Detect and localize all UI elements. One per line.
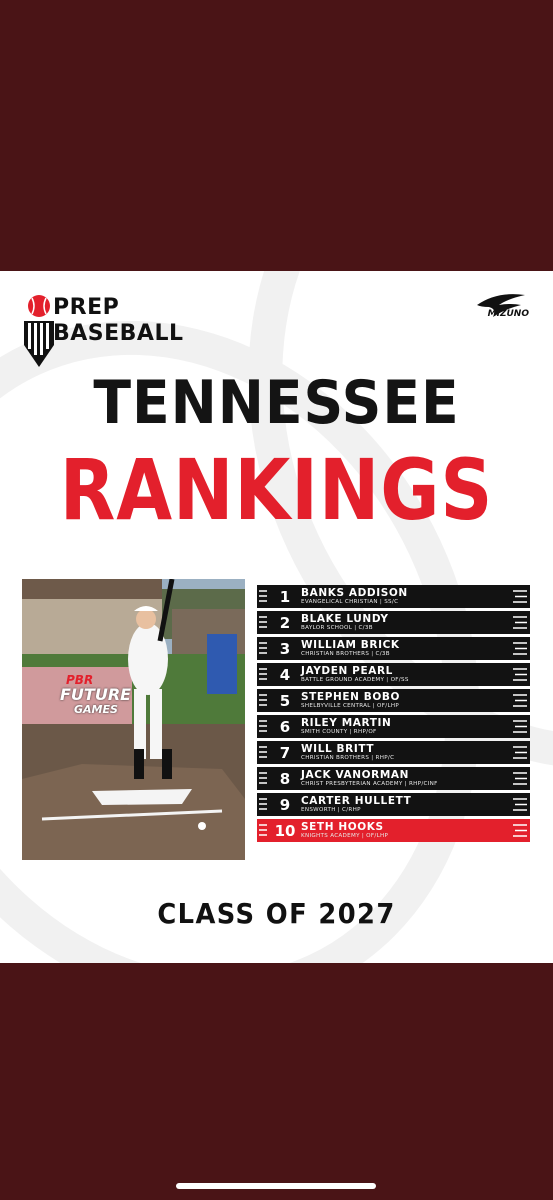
rank-number: 9 [279,795,291,814]
rank-number: 1 [279,587,291,606]
banner-line-2: GAMES [74,703,118,716]
stripe-decoration-icon [513,746,527,759]
player-name: JAYDEN PEARL [301,664,393,677]
stripe-decoration-icon [513,694,527,707]
rankings-list: 1 BANKS ADDISON EVANGELICAL CHRISTIAN | SS… [257,585,530,845]
home-indicator[interactable] [176,1183,376,1189]
player-school: KNIGHTS ACADEMY | OF/LHP [301,832,389,839]
player-name: WILLIAM BRICK [301,638,400,651]
ranking-row: 5 STEPHEN BOBO SHELBYVILLE CENTRAL | OF/LH… [257,689,530,712]
player-info: RILEY MARTIN SMITH COUNTY | RHP/OF [301,716,530,736]
stripe-decoration-icon [513,824,527,837]
player-name: STEPHEN BOBO [301,690,401,703]
player-school: ENSWORTH | C/RHP [301,806,361,813]
player-photo-illustration [22,579,245,860]
stripe-decoration-icon [259,590,267,602]
rank-number: 7 [279,743,291,762]
ranking-row: 1 BANKS ADDISON EVANGELICAL CHRISTIAN | SS… [257,585,530,608]
brand-wordmark: PREP BASEBALL [53,295,184,347]
banner-line: FUTURE [60,685,132,704]
stripe-decoration-icon [259,694,267,706]
mizuno-runbird-icon [477,294,525,317]
ranking-row: 9 CARTER HULLETT ENSWORTH | C/RHP [257,793,530,816]
class-label: CLASS OF 2027 [157,897,396,930]
prep-baseball-logo-icon [24,295,54,367]
player-name: SETH HOOKS [301,820,384,833]
ranking-row: 6 RILEY MARTIN SMITH COUNTY | RHP/OF [257,715,530,738]
player-school: CHRISTIAN BROTHERS | C/3B [301,650,390,657]
rank-number: 4 [279,665,291,684]
player-info: JACK VANORMAN CHRIST PRESBYTERIAN ACADEMY… [301,768,530,788]
stripe-decoration-icon [259,772,267,784]
player-school: SMITH COUNTY | RHP/OF [301,728,377,735]
brand-line-2: BASEBALL [53,321,184,346]
ranking-row: 3 WILLIAM BRICK CHRISTIAN BROTHERS | C/3B [257,637,530,660]
stripe-decoration-icon [259,824,267,836]
stripe-decoration-icon [259,668,267,680]
ranking-row: 8 JACK VANORMAN CHRIST PRESBYTERIAN ACADEM… [257,767,530,790]
rankings-graphic: PREP BASEBALL MIZUNO TENNESSEE RANKINGS [0,271,553,963]
player-school: BATTLE GROUND ACADEMY | OF/SS [301,676,409,683]
ranking-row: 7 WILL BRITT CHRISTIAN BROTHERS | RHP/C [257,741,530,764]
rank-number: 5 [279,691,291,710]
player-school: SHELBYVILLE CENTRAL | OF/LHP [301,702,400,709]
rank-number: 8 [279,769,291,788]
banner-brand: PBR [66,673,94,687]
player-name: JACK VANORMAN [301,768,410,781]
stripe-decoration-icon [259,616,267,628]
player-name: BANKS ADDISON [301,586,408,599]
stripe-decoration-icon [513,590,527,603]
stripe-decoration-icon [259,746,267,758]
ranking-row: 2 BLAKE LUNDY BAYLOR SCHOOL | C/3B [257,611,530,634]
player-info: JAYDEN PEARL BATTLE GROUND ACADEMY | OF/S… [301,664,530,684]
stripe-decoration-icon [513,798,527,811]
player-school: BAYLOR SCHOOL | C/3B [301,624,373,631]
player-school: EVANGELICAL CHRISTIAN | SS/C [301,598,399,605]
rankings-title: RANKINGS [59,441,494,539]
player-info: WILL BRITT CHRISTIAN BROTHERS | RHP/C [301,742,530,762]
player-info: STEPHEN BOBO SHELBYVILLE CENTRAL | OF/LHP [301,690,530,710]
stripe-decoration-icon [513,642,527,655]
player-school: CHRISTIAN BROTHERS | RHP/C [301,754,395,761]
stripe-decoration-icon [513,668,527,681]
player-info: BLAKE LUNDY BAYLOR SCHOOL | C/3B [301,612,530,632]
ranking-row: 4 JAYDEN PEARL BATTLE GROUND ACADEMY | OF/… [257,663,530,686]
player-photo: PBR FUTURE GAMES [22,579,245,860]
stripe-decoration-icon [513,616,527,629]
rank-number: 2 [279,613,291,632]
stripe-decoration-icon [259,720,267,732]
rank-number: 10 [274,821,296,840]
ranking-row: 10 SETH HOOKS KNIGHTS ACADEMY | OF/LHP [257,819,530,842]
player-name: RILEY MARTIN [301,716,392,729]
stripe-decoration-icon [259,642,267,654]
player-name: WILL BRITT [301,742,375,755]
state-title: TENNESSEE [93,368,460,438]
player-info: BANKS ADDISON EVANGELICAL CHRISTIAN | SS/… [301,586,530,606]
player-school: CHRIST PRESBYTERIAN ACADEMY | RHP/CINF [301,780,438,787]
player-info: CARTER HULLETT ENSWORTH | C/RHP [301,794,530,814]
player-name: BLAKE LUNDY [301,612,389,625]
brand-line-1: PREP [53,295,120,320]
stripe-decoration-icon [259,798,267,810]
stripe-decoration-icon [513,772,527,785]
player-info: SETH HOOKS KNIGHTS ACADEMY | OF/LHP [301,820,530,840]
stripe-decoration-icon [513,720,527,733]
rank-number: 3 [279,639,291,658]
rank-number: 6 [279,717,291,736]
player-info: WILLIAM BRICK CHRISTIAN BROTHERS | C/3B [301,638,530,658]
sponsor-wordmark: MIZUNO [487,309,529,319]
player-name: CARTER HULLETT [301,794,412,807]
